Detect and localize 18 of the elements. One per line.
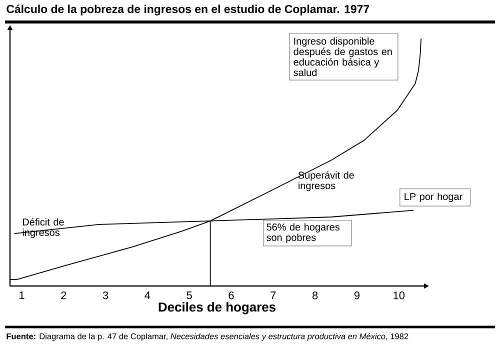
series-label: LP por hogar: [404, 192, 462, 202]
chart-title: Cálculo de la pobreza de ingresos en el estudio de Coplamar. 1977: [6, 4, 370, 16]
x-tick-label: 3: [102, 292, 108, 300]
x-tick-label: 9: [354, 292, 360, 300]
x-axis-title: Deciles de hogares: [158, 302, 276, 314]
annotation: Déficit de ingresos: [22, 218, 64, 238]
text: Fuente: Diagrama de la p. 47 de Coplamar, Necesidades esenciales y estructura productiva en México, 1982: [6, 333, 408, 341]
annotation: Superávit de ingresos: [298, 171, 354, 192]
x-tick-label: 2: [61, 292, 66, 300]
text: Ingreso disponible después de gastos en educación básica y salud: [294, 37, 392, 76]
x-tick-label: 8: [312, 292, 318, 300]
x-tick-label: 6: [228, 292, 234, 300]
annotation: 56% de hogares son pobres: [266, 223, 340, 243]
x-tick-label: 1: [20, 292, 24, 300]
x-tick-label: 10: [394, 292, 405, 300]
x-tick-label: 4: [144, 292, 150, 300]
x-tick-label: 7: [270, 292, 276, 300]
x-tick-label: 5: [186, 292, 192, 300]
